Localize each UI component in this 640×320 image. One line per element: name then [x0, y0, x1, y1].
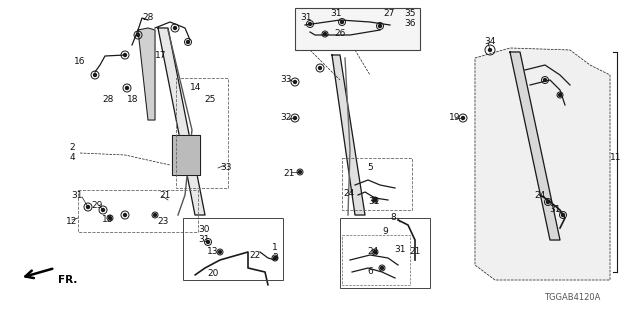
Text: 31: 31	[300, 12, 312, 21]
Circle shape	[86, 205, 90, 209]
Text: 4: 4	[69, 154, 75, 163]
Text: 6: 6	[367, 268, 373, 276]
Text: 24: 24	[344, 189, 355, 198]
Text: 31: 31	[198, 236, 210, 244]
Text: 33: 33	[220, 164, 232, 172]
Text: 9: 9	[382, 228, 388, 236]
Text: 28: 28	[142, 13, 154, 22]
Circle shape	[374, 251, 376, 253]
Circle shape	[374, 198, 376, 202]
Text: 19: 19	[449, 114, 461, 123]
Circle shape	[102, 209, 104, 212]
Text: 31: 31	[71, 191, 83, 201]
Circle shape	[461, 116, 465, 119]
Circle shape	[559, 93, 561, 97]
Text: 20: 20	[207, 269, 219, 278]
Text: TGGAB4120A: TGGAB4120A	[543, 293, 600, 302]
Bar	[78, 190, 198, 232]
Text: 31: 31	[368, 197, 380, 206]
Text: 21: 21	[159, 191, 171, 201]
Text: FR.: FR.	[58, 275, 77, 285]
Text: 11: 11	[611, 154, 621, 163]
Text: 21: 21	[284, 169, 294, 178]
Polygon shape	[510, 52, 560, 240]
Circle shape	[561, 213, 564, 217]
Circle shape	[154, 213, 157, 217]
Text: 1: 1	[272, 244, 278, 252]
Circle shape	[173, 27, 177, 29]
Text: 17: 17	[156, 51, 167, 60]
Circle shape	[124, 53, 127, 57]
Text: 3: 3	[272, 253, 278, 262]
Text: 22: 22	[250, 252, 260, 260]
Text: 14: 14	[190, 84, 202, 92]
Text: 27: 27	[383, 10, 395, 19]
Text: 21: 21	[410, 247, 420, 257]
Text: 30: 30	[198, 226, 210, 235]
Text: 12: 12	[67, 218, 77, 227]
Circle shape	[207, 241, 209, 244]
Text: 23: 23	[157, 218, 169, 227]
Circle shape	[308, 22, 312, 26]
Polygon shape	[138, 28, 155, 120]
Bar	[176, 78, 228, 188]
Bar	[342, 158, 412, 210]
Circle shape	[547, 201, 550, 204]
Circle shape	[381, 267, 383, 269]
Bar	[340, 218, 430, 288]
Polygon shape	[158, 28, 205, 215]
Circle shape	[186, 41, 189, 44]
Polygon shape	[475, 48, 610, 280]
Text: 25: 25	[204, 95, 216, 105]
Text: 13: 13	[207, 247, 219, 257]
Bar	[295, 8, 420, 50]
Circle shape	[298, 171, 301, 173]
Polygon shape	[172, 135, 200, 175]
Text: 5: 5	[367, 164, 373, 172]
Text: 29: 29	[92, 201, 102, 210]
Text: 34: 34	[484, 37, 496, 46]
Bar	[183, 218, 283, 280]
Text: 16: 16	[74, 58, 86, 67]
Text: 18: 18	[127, 95, 139, 105]
Circle shape	[488, 49, 492, 52]
Text: 32: 32	[280, 114, 292, 123]
Circle shape	[323, 33, 326, 36]
Text: 24: 24	[367, 247, 379, 257]
Circle shape	[294, 81, 296, 84]
Circle shape	[125, 86, 129, 90]
Text: 35: 35	[404, 9, 416, 18]
Text: 31: 31	[394, 245, 406, 254]
Text: 28: 28	[102, 95, 114, 105]
Polygon shape	[332, 55, 365, 215]
Text: 31: 31	[330, 9, 342, 18]
Circle shape	[294, 116, 296, 119]
Circle shape	[273, 257, 276, 260]
Text: 15: 15	[102, 215, 114, 225]
Circle shape	[124, 213, 127, 217]
Text: 33: 33	[280, 76, 292, 84]
Circle shape	[378, 25, 381, 28]
Circle shape	[136, 34, 140, 36]
Circle shape	[218, 251, 221, 253]
Circle shape	[319, 67, 321, 69]
Text: 24: 24	[534, 191, 546, 201]
Circle shape	[340, 20, 344, 23]
Text: 31: 31	[549, 205, 561, 214]
Text: 26: 26	[334, 28, 346, 37]
Circle shape	[543, 78, 547, 82]
Bar	[342, 235, 410, 285]
Circle shape	[109, 217, 111, 220]
Text: 2: 2	[69, 143, 75, 153]
Text: 36: 36	[404, 19, 416, 28]
Text: 8: 8	[390, 213, 396, 222]
Circle shape	[93, 74, 97, 76]
